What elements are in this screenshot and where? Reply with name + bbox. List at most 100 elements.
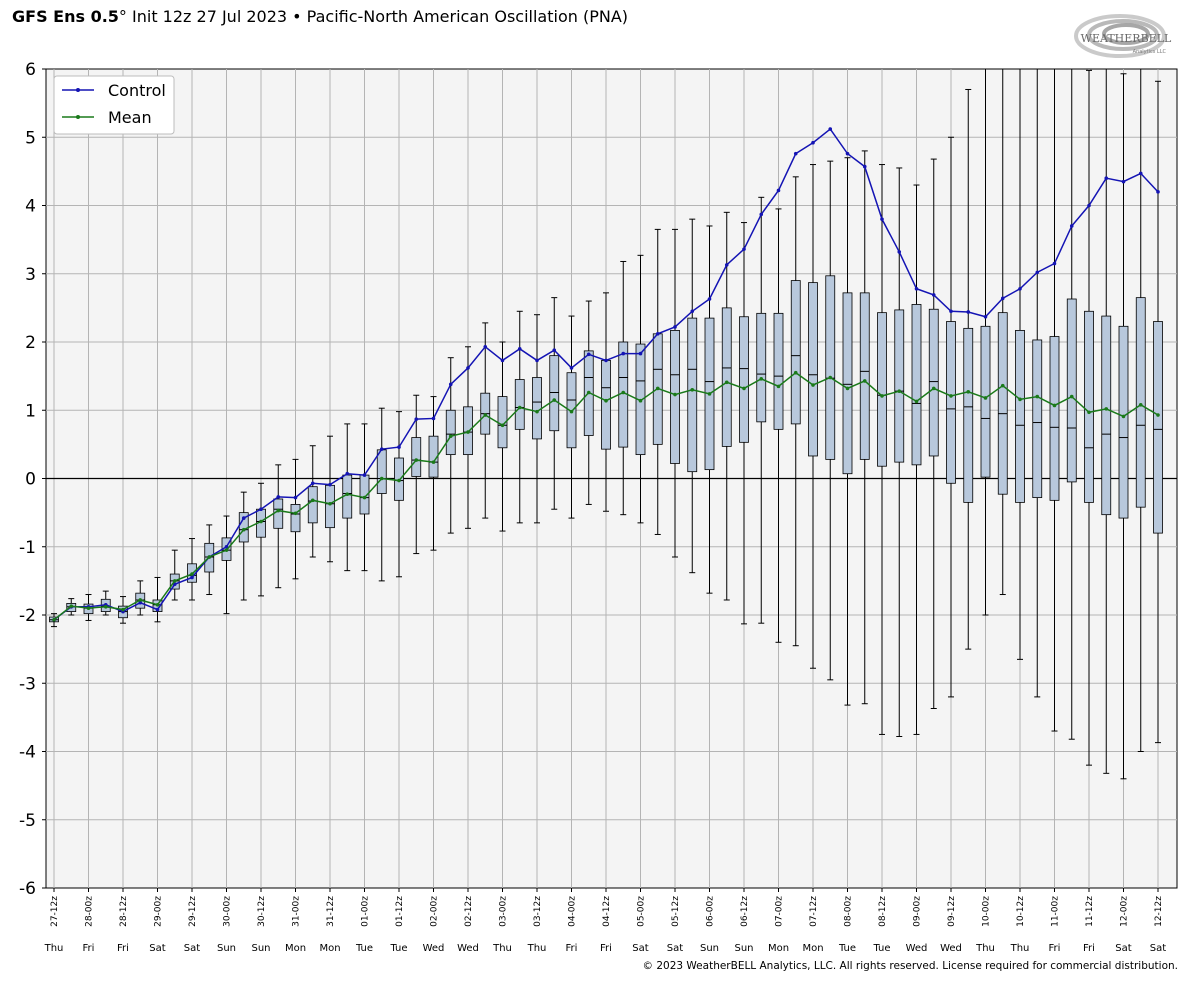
control-point bbox=[190, 575, 194, 580]
box-plot bbox=[514, 310, 525, 524]
mean-point bbox=[845, 386, 850, 391]
mean-point bbox=[172, 579, 177, 583]
title-rest: Init 12z 27 Jul 2023 • Pacific-North Ame… bbox=[126, 7, 629, 26]
mean-point bbox=[914, 399, 919, 404]
box-body bbox=[1153, 321, 1163, 534]
control-point bbox=[1035, 270, 1040, 275]
x-day-label: Tue bbox=[355, 943, 373, 954]
control-point bbox=[914, 286, 919, 291]
box-body bbox=[911, 304, 922, 466]
control-point bbox=[621, 351, 626, 356]
x-tick-label: 05-00z bbox=[637, 896, 647, 927]
control-point bbox=[1000, 296, 1005, 301]
box-body bbox=[1066, 298, 1077, 483]
mean-point bbox=[1035, 394, 1040, 399]
mean-point bbox=[655, 386, 660, 391]
x-day-label: Fri bbox=[566, 943, 578, 954]
control-point bbox=[293, 495, 298, 500]
x-tick-label: 02-00z bbox=[430, 896, 440, 927]
y-tick-label: -2 bbox=[19, 606, 36, 626]
mean-point bbox=[621, 390, 626, 395]
mean-point bbox=[828, 375, 833, 380]
mean-point bbox=[138, 598, 143, 602]
mean-point bbox=[448, 434, 453, 438]
mean-point bbox=[638, 398, 643, 403]
x-day-label: Fri bbox=[83, 943, 95, 954]
x-day-label: Wed bbox=[457, 943, 479, 954]
x-tick-label: 31-12z bbox=[326, 896, 336, 927]
box-body bbox=[273, 498, 284, 529]
mean-point bbox=[897, 389, 902, 393]
control-point bbox=[707, 297, 712, 301]
box-body bbox=[514, 379, 525, 430]
box-plot bbox=[894, 167, 905, 737]
control-point bbox=[276, 495, 281, 499]
mean-point bbox=[673, 392, 677, 397]
box-plot bbox=[445, 357, 456, 534]
control-point bbox=[1156, 190, 1160, 194]
x-tick-label: 04-12z bbox=[602, 896, 612, 927]
box-body bbox=[997, 312, 1008, 495]
box-body bbox=[325, 484, 335, 529]
control-point bbox=[569, 366, 574, 370]
y-tick-label: 3 bbox=[25, 265, 36, 285]
control-point bbox=[483, 344, 488, 349]
mean-point bbox=[328, 501, 332, 506]
box-body bbox=[601, 360, 611, 450]
pna-ensemble-chart: 6 5 4 3 2 1 0 -1 -2 -3 -4 -5 -6 27-12z Thu 28-00z Fri 28… bbox=[19, 60, 1178, 954]
control-point bbox=[1018, 286, 1022, 291]
x-tick-label: 12-12z bbox=[1154, 896, 1164, 927]
mean-point bbox=[466, 430, 470, 434]
x-day-label: Thu bbox=[492, 943, 512, 954]
mean-point bbox=[586, 390, 591, 395]
box-plot bbox=[721, 211, 732, 601]
x-tick-label: 12-00z bbox=[1120, 896, 1130, 927]
box-body bbox=[549, 355, 560, 432]
mean-point bbox=[724, 380, 729, 385]
mean-point bbox=[121, 607, 125, 612]
x-tick-label: 10-12z bbox=[1016, 896, 1026, 927]
box-body bbox=[721, 307, 732, 447]
x-day-label: Thu bbox=[975, 943, 995, 954]
mean-point bbox=[414, 458, 419, 462]
x-tick-label: 04-00z bbox=[568, 896, 578, 927]
y-tick-label: -5 bbox=[19, 811, 36, 831]
x-day-label: Sun bbox=[734, 943, 753, 954]
mean-point bbox=[707, 392, 712, 396]
mean-point bbox=[759, 377, 764, 381]
control-point bbox=[328, 482, 332, 487]
mean-point bbox=[276, 508, 281, 513]
mean-point bbox=[604, 398, 608, 403]
mean-point bbox=[862, 379, 867, 383]
x-tick-label: 30-00z bbox=[223, 896, 233, 927]
control-point bbox=[724, 263, 729, 267]
x-tick-label: 09-00z bbox=[913, 896, 923, 927]
mean-point bbox=[397, 478, 401, 483]
series-lines bbox=[52, 127, 1160, 622]
x-day-label: Thu bbox=[527, 943, 547, 954]
box-body bbox=[1032, 339, 1043, 499]
control-point bbox=[742, 247, 746, 251]
control-point bbox=[1052, 261, 1057, 266]
control-point bbox=[638, 351, 643, 356]
legend: Control Mean bbox=[53, 75, 175, 135]
mean-point bbox=[517, 405, 522, 410]
x-day-label: Mon bbox=[285, 943, 306, 954]
box-body bbox=[756, 312, 767, 423]
box-plot bbox=[928, 158, 939, 710]
control-point bbox=[448, 382, 453, 387]
mean-point bbox=[983, 396, 988, 400]
control-point bbox=[845, 151, 850, 156]
box-plot bbox=[1135, 69, 1146, 752]
control-point bbox=[983, 314, 988, 319]
mean-point bbox=[483, 413, 488, 417]
box-body bbox=[808, 282, 818, 457]
box-body bbox=[290, 504, 301, 533]
box-body bbox=[1118, 325, 1129, 519]
x-day-label: Sat bbox=[184, 943, 200, 954]
x-tick-label: 02-12z bbox=[464, 896, 474, 927]
y-tick-label: 6 bbox=[25, 60, 36, 80]
y-tick-label: 2 bbox=[25, 333, 36, 353]
control-point bbox=[379, 447, 384, 451]
control-point bbox=[397, 445, 401, 449]
